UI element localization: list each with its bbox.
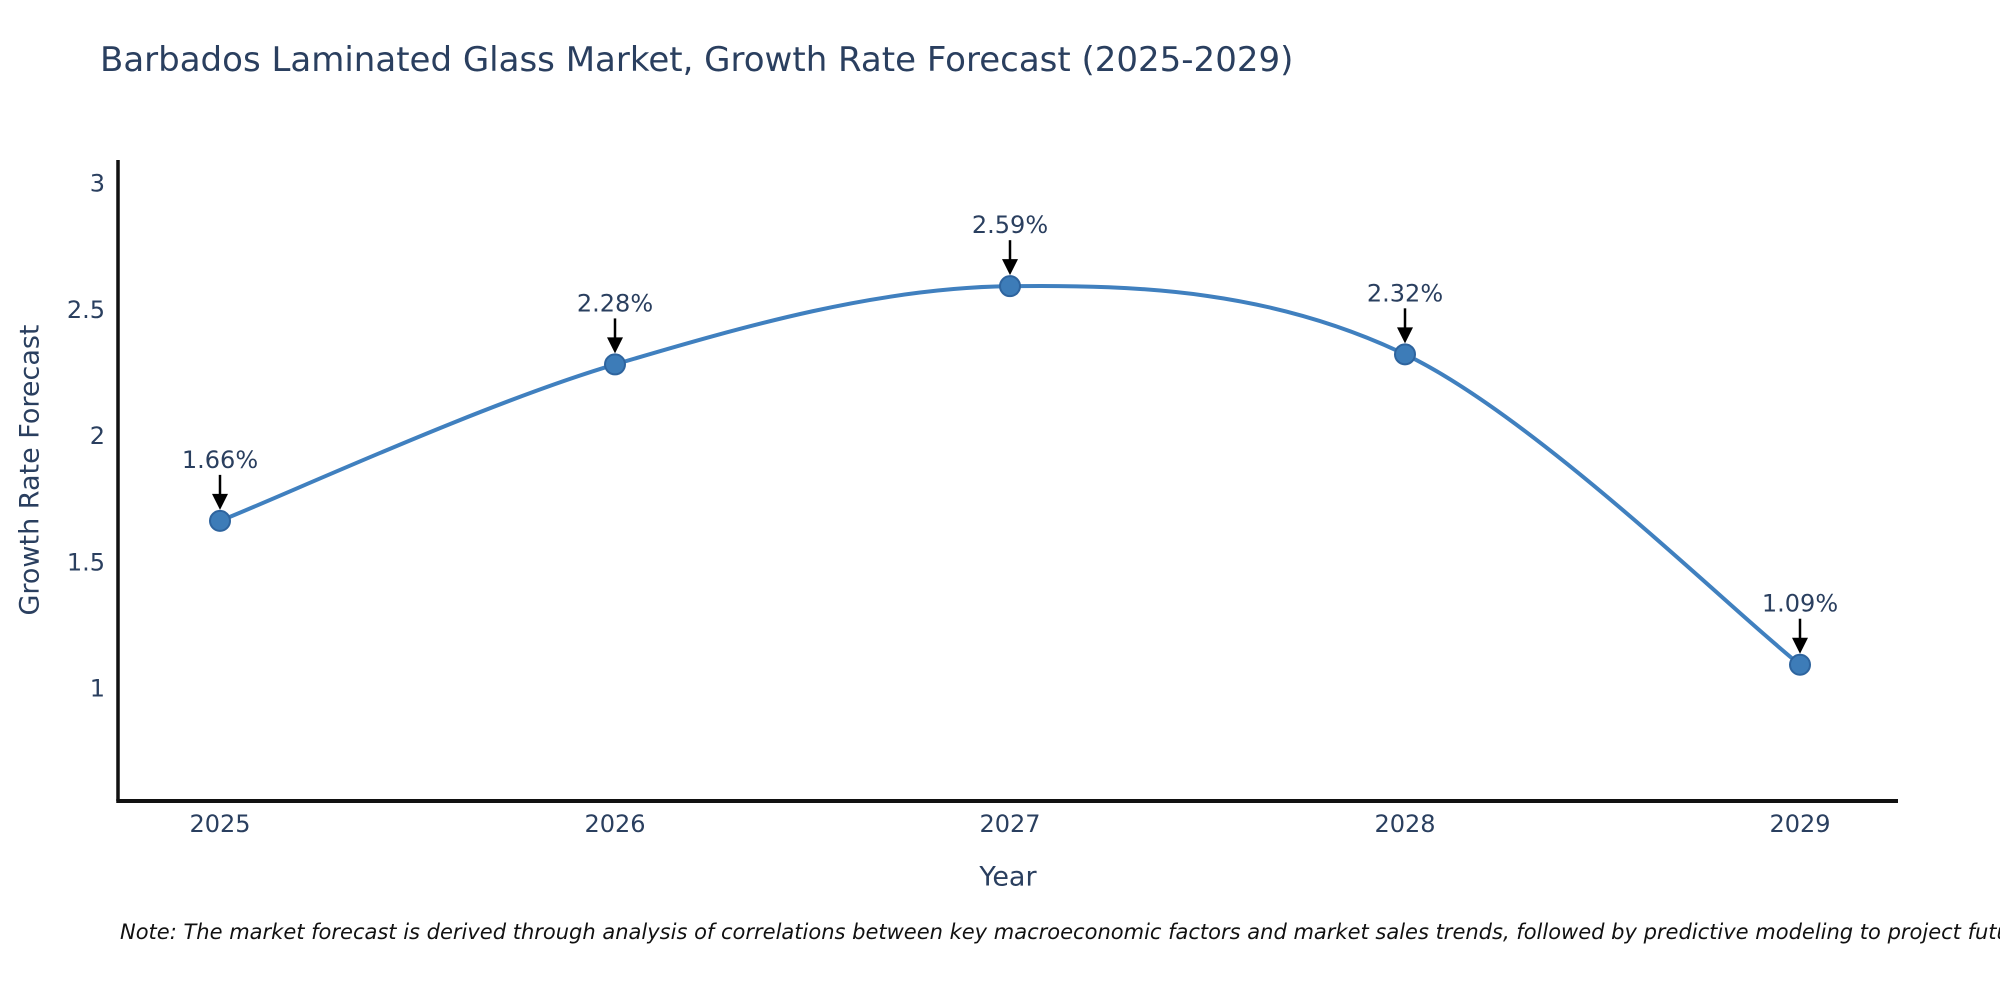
annotation-label: 1.66% [182, 446, 258, 474]
data-point-marker [999, 275, 1021, 298]
x-tick-label: 2029 [1769, 810, 1830, 838]
chart-title: Barbados Laminated Glass Market, Growth … [100, 40, 1294, 80]
forecast-line [218, 283, 1802, 667]
annotation-arrowhead-icon [1792, 637, 1808, 654]
annotation-label: 2.32% [1367, 279, 1443, 307]
footnote: Note: The market forecast is derived thr… [120, 920, 2000, 944]
data-point-marker [209, 509, 231, 532]
annotation-arrowhead-icon [1397, 327, 1413, 344]
x-tick-label: 2028 [1374, 810, 1435, 838]
x-tick-label: 2027 [979, 810, 1040, 838]
x-tick-label: 2025 [189, 810, 250, 838]
y-tick-label: 1.5 [67, 548, 105, 576]
annotation-label: 1.09% [1762, 590, 1838, 618]
annotation-label: 2.28% [577, 289, 653, 317]
annotation-label: 2.59% [972, 211, 1048, 239]
data-point-marker [1394, 343, 1416, 366]
annotation-arrowhead-icon [212, 493, 228, 510]
y-tick-label: 2.5 [67, 296, 105, 324]
annotation-arrowhead-icon [1002, 259, 1018, 276]
annotation-arrowhead-icon [607, 337, 623, 354]
data-point-marker [604, 353, 626, 376]
y-tick-label: 1 [90, 674, 105, 702]
data-point-marker [1789, 653, 1811, 676]
y-tick-label: 3 [90, 170, 105, 198]
x-tick-label: 2026 [584, 810, 645, 838]
y-tick-label: 2 [90, 422, 105, 450]
x-axis-title: Year [979, 861, 1037, 893]
